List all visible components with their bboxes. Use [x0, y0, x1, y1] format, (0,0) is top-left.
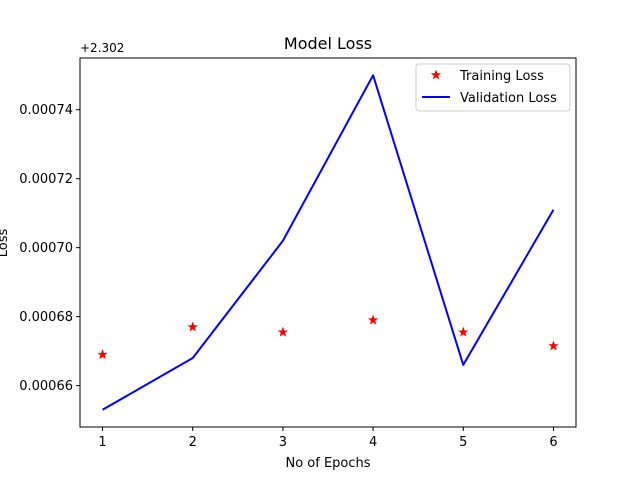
y-axis: 0.00066 0.00068 0.00070 0.00072 0.00074: [19, 103, 80, 394]
legend-star-icon: [430, 69, 442, 80]
legend: Training Loss Validation Loss: [415, 63, 571, 112]
plot-frame: [79, 57, 577, 428]
plot-area: [97, 74, 559, 411]
x-tick-label: 5: [459, 435, 467, 450]
training-loss-point: [277, 326, 289, 337]
legend-training-label: Training Loss: [459, 69, 544, 84]
legend-validation-label: Validation Loss: [460, 91, 557, 106]
training-loss-point: [367, 314, 379, 325]
y-axis-label: Loss: [0, 229, 11, 258]
y-tick-label: 0.00072: [19, 172, 73, 187]
x-tick-label: 1: [98, 435, 106, 450]
x-axis: 1 2 3 4 5 6: [98, 427, 558, 450]
x-tick-label: 4: [369, 435, 377, 450]
y-tick-label: 0.00068: [19, 310, 73, 325]
validation-loss-line: [102, 74, 555, 411]
training-loss-point: [97, 349, 108, 360]
x-tick-label: 2: [189, 435, 197, 450]
x-tick-label: 6: [549, 435, 557, 450]
legend-box: [415, 63, 571, 112]
y-tick-label: 0.00070: [19, 241, 73, 256]
training-loss-point: [187, 321, 198, 332]
training-loss-point: [458, 326, 469, 337]
training-loss-point: [548, 340, 559, 351]
chart-title: Model Loss: [284, 34, 372, 53]
y-offset-label: +2.302: [80, 41, 124, 55]
x-axis-label: No of Epochs: [285, 456, 370, 471]
legend-training-marker: [430, 69, 442, 80]
y-tick-label: 0.00066: [19, 379, 73, 394]
y-tick-label: 0.00074: [19, 103, 73, 118]
x-tick-label: 3: [279, 435, 287, 450]
